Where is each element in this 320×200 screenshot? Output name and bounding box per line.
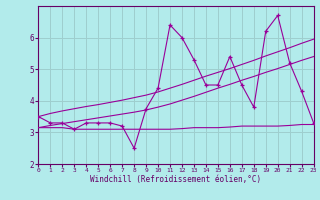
X-axis label: Windchill (Refroidissement éolien,°C): Windchill (Refroidissement éolien,°C) (91, 175, 261, 184)
